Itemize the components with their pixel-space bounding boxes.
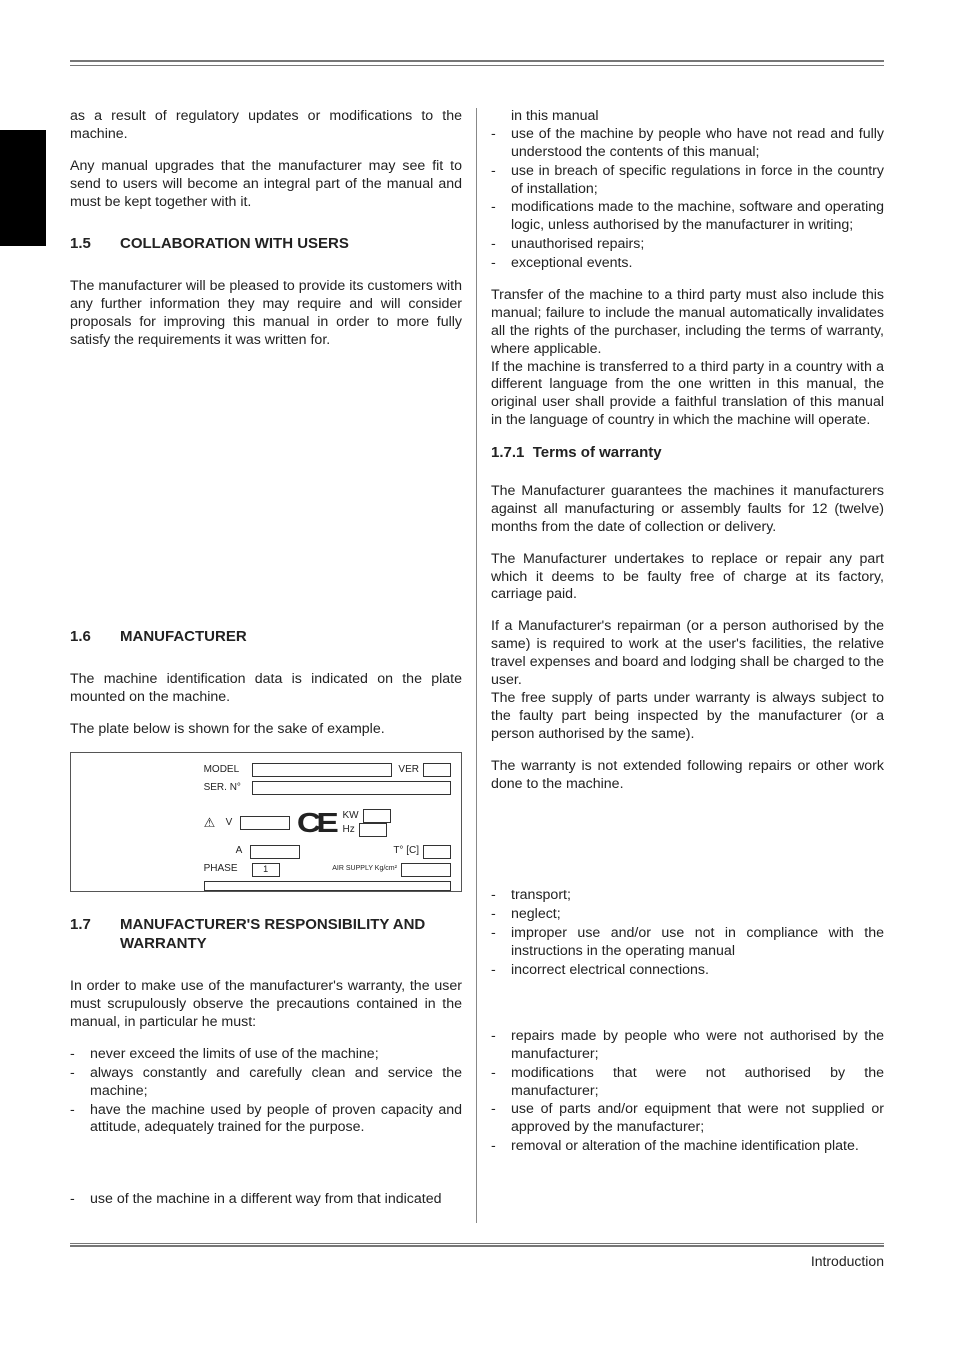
plate-label: AIR SUPPLY Kg/cm² — [284, 865, 397, 874]
subsection-title: Terms of warranty — [533, 444, 662, 461]
list-item: -neglect; — [491, 906, 884, 924]
body-text: If a Manufacturer's repairman (or a pers… — [491, 618, 884, 690]
list-item: use of the machine in a different way fr… — [90, 1191, 462, 1209]
bullet-list: -repairs made by people who were not aut… — [491, 1028, 884, 1156]
section-title: MANUFACTURER'S RESPONSIBILITY AND WARRAN… — [120, 916, 462, 954]
body-text: The Manufacturer undertakes to replace o… — [491, 551, 884, 605]
subsection-heading: 1.7.1 Terms of warranty — [491, 444, 884, 463]
left-column: as a result of regulatory updates or mod… — [70, 108, 477, 1223]
footer-text: Introduction — [70, 1253, 884, 1269]
plate-label: KW — [343, 810, 359, 823]
subsection-number: 1.7.1 — [491, 444, 524, 461]
list-item: -use of the machine by people who have n… — [491, 126, 884, 162]
identification-plate: MODEL VER SER. N° ⚠ V CE — [70, 752, 462, 892]
body-text: The Manufacturer guarantees the machines… — [491, 483, 884, 537]
section-title: MANUFACTURER — [120, 628, 247, 647]
ce-mark-icon: CE — [297, 805, 334, 840]
plate-field — [240, 816, 290, 830]
right-column: in this manual -use of the machine by pe… — [477, 108, 884, 1223]
plate-label: T° [C] — [393, 845, 419, 858]
plate-label: VER — [398, 764, 419, 777]
plate-field — [252, 763, 393, 777]
body-text: The warranty is not extended following r… — [491, 758, 884, 794]
body-text: The plate below is shown for the sake of… — [70, 721, 462, 739]
plate-label: MODEL — [204, 764, 248, 777]
section-title: COLLABORATION WITH USERS — [120, 235, 349, 254]
section-heading: 1.6 MANUFACTURER — [70, 628, 462, 647]
bullet-list: -use of the machine by people who have n… — [491, 126, 884, 273]
plate-label: Hz — [343, 824, 355, 837]
body-text: Any manual upgrades that the manufacture… — [70, 158, 462, 212]
plate-field — [423, 845, 451, 859]
bullet-list: -use of the machine in a different way f… — [70, 1191, 462, 1209]
list-item: -improper use and/or use not in complian… — [491, 925, 884, 961]
plate-label: SER. N° — [204, 782, 248, 795]
hazard-icon: ⚠ — [204, 815, 222, 831]
bullet-list: -transport;-neglect;-improper use and/or… — [491, 887, 884, 979]
body-text: In order to make use of the manufacturer… — [70, 978, 462, 1032]
bottom-rule — [70, 1245, 884, 1247]
section-heading: 1.5 COLLABORATION WITH USERS — [70, 235, 462, 254]
body-text: in this manual — [491, 108, 884, 126]
plate-label: PHASE — [204, 863, 248, 876]
body-text: The free supply of parts under warranty … — [491, 690, 884, 744]
list-item: -repairs made by people who were not aut… — [491, 1028, 884, 1064]
body-text: The machine identification data is indic… — [70, 671, 462, 707]
plate-label: V — [226, 817, 236, 830]
plate-field — [401, 863, 451, 877]
bullet-list: -never exceed the limits of use of the m… — [70, 1046, 462, 1137]
plate-field — [204, 881, 451, 891]
section-number: 1.5 — [70, 235, 120, 254]
section-number: 1.6 — [70, 628, 120, 647]
plate-field — [359, 823, 387, 837]
body-text: If the machine is transferred to a third… — [491, 359, 884, 431]
section-number: 1.7 — [70, 916, 120, 954]
list-item: -use in breach of specific regulations i… — [491, 163, 884, 199]
list-item: -modifications made to the machine, soft… — [491, 199, 884, 235]
list-item: -use of parts and/or equipment that were… — [491, 1101, 884, 1137]
plate-field — [423, 763, 451, 777]
list-item: -transport; — [491, 887, 884, 905]
body-text: Transfer of the machine to a third party… — [491, 287, 884, 359]
section-heading: 1.7 MANUFACTURER'S RESPONSIBILITY AND WA… — [70, 916, 462, 954]
plate-label: A — [236, 845, 246, 858]
plate-field — [250, 845, 300, 859]
plate-field — [363, 809, 391, 823]
plate-field — [252, 781, 451, 795]
list-item: -exceptional events. — [491, 255, 884, 273]
list-item: -removal or alteration of the machine id… — [491, 1138, 884, 1156]
top-rule-thin — [70, 65, 884, 66]
body-text: as a result of regulatory updates or mod… — [70, 108, 462, 144]
plate-field: 1 — [252, 863, 280, 877]
list-item: -unauthorised repairs; — [491, 236, 884, 254]
list-item: -modifications that were not authorised … — [491, 1065, 884, 1101]
top-rule — [70, 60, 884, 63]
list-item: -incorrect electrical connections. — [491, 962, 884, 980]
list-item: -always constantly and carefully clean a… — [70, 1065, 462, 1101]
list-item: -have the machine used by people of prov… — [70, 1102, 462, 1138]
section-tab — [0, 130, 46, 246]
body-text: The manufacturer will be pleased to prov… — [70, 278, 462, 350]
list-item: -never exceed the limits of use of the m… — [70, 1046, 462, 1064]
